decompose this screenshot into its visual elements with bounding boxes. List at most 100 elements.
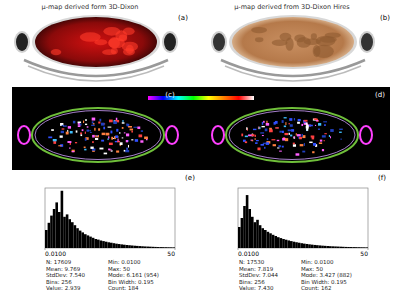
speckle	[137, 127, 140, 129]
speckle	[102, 133, 106, 135]
statistic: Value: 7.430	[239, 285, 274, 291]
speckle	[92, 135, 95, 138]
speckle	[69, 147, 70, 149]
speckle	[324, 124, 326, 126]
bar	[63, 217, 66, 248]
bar	[74, 225, 77, 248]
speckle	[106, 133, 110, 136]
speckle	[253, 129, 257, 130]
statistic: Min: 0.0100	[108, 259, 141, 265]
speckle	[85, 138, 87, 141]
bar	[308, 244, 311, 248]
speckle	[53, 141, 56, 144]
speckle	[288, 123, 290, 124]
plot-frame	[45, 188, 175, 248]
bar	[251, 217, 254, 248]
speckle	[289, 133, 290, 135]
speckle	[115, 135, 118, 137]
speckle	[293, 136, 295, 138]
speckle	[87, 126, 89, 127]
speckle	[90, 147, 93, 149]
organ	[285, 38, 293, 51]
bar	[170, 247, 173, 248]
bar	[159, 247, 162, 248]
speckle	[245, 136, 248, 138]
speckle	[329, 135, 330, 137]
speckle	[330, 136, 331, 138]
speckle	[126, 133, 129, 136]
speckle	[314, 119, 318, 120]
bar	[269, 233, 272, 248]
speckle	[263, 143, 266, 144]
speckle	[78, 121, 82, 123]
speckle	[92, 118, 96, 121]
speckle	[122, 122, 125, 123]
speckle	[131, 139, 133, 140]
body-outline	[229, 15, 357, 69]
organ	[119, 34, 127, 41]
bar	[167, 247, 170, 248]
caption: μ-map derived from 3D-Dixon Hires	[234, 3, 350, 11]
speckle	[269, 129, 273, 132]
speckle	[306, 129, 308, 131]
organ	[94, 39, 107, 45]
speckle	[85, 137, 88, 140]
speckle	[248, 134, 252, 136]
speckle	[91, 125, 95, 126]
bar	[58, 212, 61, 248]
speckle	[293, 137, 295, 138]
speckle	[291, 129, 294, 132]
speckle	[101, 140, 104, 142]
speckle	[282, 131, 284, 133]
panel-label: (e)	[185, 174, 195, 182]
speckle	[89, 130, 91, 131]
plot-frame	[238, 188, 368, 248]
bar	[146, 247, 149, 248]
bar	[326, 246, 329, 248]
speckle	[110, 131, 112, 134]
speckle	[266, 123, 269, 126]
speckle	[322, 135, 326, 137]
speckle	[313, 143, 316, 146]
image-b	[211, 15, 375, 81]
speckle	[274, 122, 276, 125]
bar	[300, 243, 303, 248]
organ	[304, 39, 321, 45]
bar	[303, 244, 306, 248]
speckle	[139, 134, 143, 137]
speckle	[94, 128, 95, 131]
bar	[110, 243, 113, 248]
speckle	[339, 132, 342, 133]
speckle	[134, 127, 138, 128]
speckle	[324, 133, 326, 134]
speckle	[255, 138, 256, 140]
speckle	[140, 140, 143, 142]
speckle	[264, 147, 265, 149]
statistic: Max: 50	[108, 266, 130, 272]
speckle	[113, 121, 117, 124]
bar	[256, 220, 259, 248]
bar	[272, 235, 275, 248]
statistic: N: 17530	[239, 259, 265, 265]
statistic: Max: 50	[301, 266, 323, 272]
speckle	[289, 118, 292, 121]
bar	[61, 191, 64, 248]
speckle	[258, 127, 261, 129]
speckle	[67, 141, 71, 143]
bar	[355, 247, 358, 248]
speckle	[279, 131, 282, 133]
speckle	[130, 129, 133, 131]
bar	[267, 232, 270, 248]
speckle	[322, 149, 324, 151]
speckle	[98, 128, 100, 130]
speckle	[131, 131, 133, 133]
speckle	[122, 127, 124, 129]
speckle	[109, 120, 113, 123]
statistic: Mean: 7.819	[239, 266, 274, 272]
speckle	[271, 139, 275, 140]
panel-label: (f)	[378, 174, 386, 182]
bar	[71, 222, 74, 248]
speckle	[315, 125, 316, 126]
speckle	[104, 153, 107, 155]
bar	[285, 240, 288, 248]
